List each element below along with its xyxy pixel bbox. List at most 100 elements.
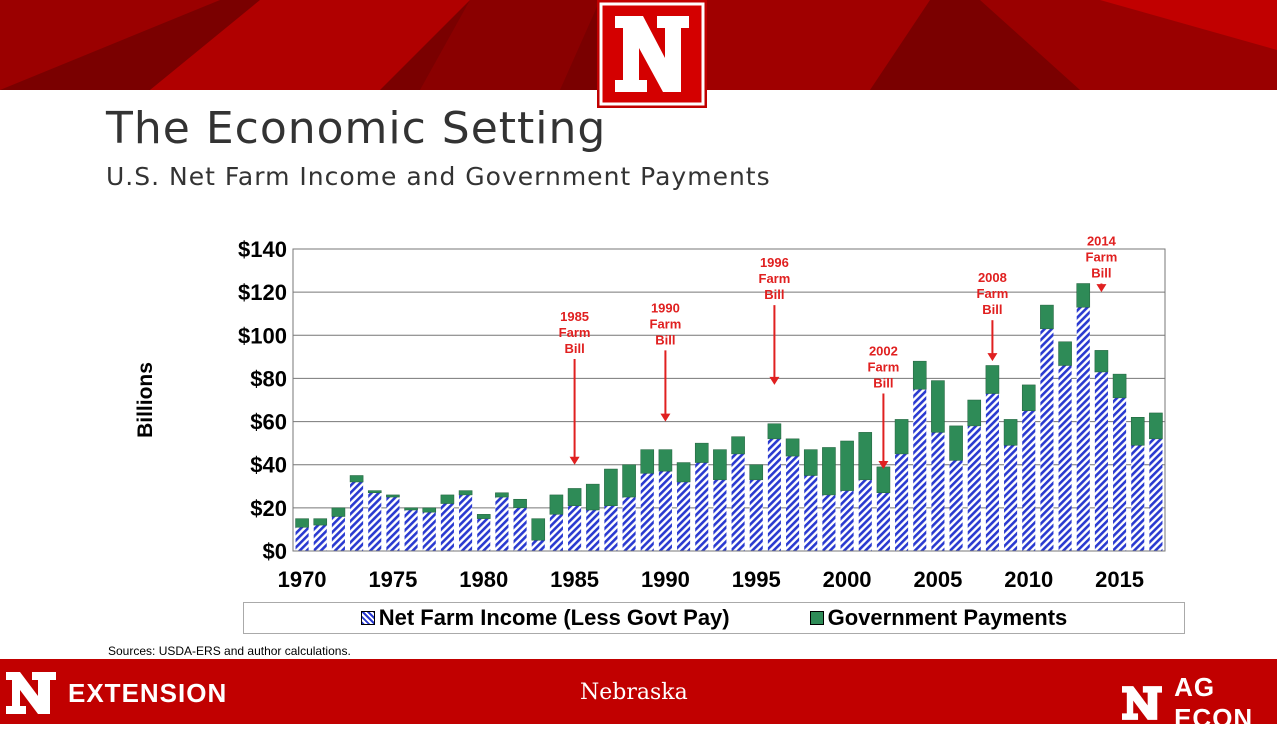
bar-govt-payments-2016 [1130,417,1145,446]
farm-income-chart: $0 $20 $40 $60 $80 $100 $120 $140 Billions 1970 19… [134,234,1166,592]
bar-govt-payments-2017 [1149,412,1163,440]
y-tick-label: $40 [250,453,287,478]
y-tick-label: $20 [250,496,287,521]
bar-net-income-1988 [622,497,636,551]
bar-govt-payments-1981 [495,492,509,498]
bar-govt-payments-1989 [640,449,655,474]
bar-net-income-2007 [967,425,981,551]
bar-net-income-2000 [840,490,854,551]
annotation-arrow-head [987,353,998,362]
ag-econ-n-icon [1122,686,1163,720]
bar-net-income-1992 [695,462,709,551]
annotation-text: Bill [655,332,675,347]
bar-net-income-1978 [440,503,454,551]
annotation-text: 2008 [978,270,1007,285]
bar-govt-payments-1995 [749,464,764,481]
annotation-arrow-head [569,456,580,465]
bar-net-income-2009 [1004,445,1018,551]
bar-net-income-2004 [913,389,927,551]
bar-net-income-1999 [822,494,836,551]
x-tick-label: 1990 [641,567,690,592]
bar-net-income-1973 [350,481,364,551]
footer-ag-econ: AG ECON [1122,672,1277,734]
bar-net-income-2017 [1149,438,1163,551]
bar-net-income-1986 [586,510,600,551]
footer-nebraska-wordmark: Nebraska [580,680,688,705]
x-tick-label: 2015 [1095,567,1144,592]
y-axis-label: Billions [134,362,157,438]
annotation-text: 2002 [869,344,898,359]
bar-govt-payments-1999 [822,447,836,496]
legend-label-net-income: Net Farm Income (Less Govt Pay) [378,605,730,630]
bar-govt-payments-1972 [331,507,346,517]
bar-govt-payments-2007 [967,399,982,427]
annotation-arrow-head [660,413,671,422]
bar-govt-payments-1977 [422,507,437,513]
bar-net-income-1971 [313,525,327,551]
bar-net-income-1970 [295,527,309,551]
bar-govt-payments-1988 [622,464,636,498]
bar-net-income-2012 [1058,365,1072,551]
bar-govt-payments-2002 [876,466,891,494]
bar-govt-payments-1980 [476,514,491,519]
bar-govt-payments-2014 [1094,350,1109,373]
y-tick-label: $140 [238,237,287,262]
bar-net-income-1981 [495,497,509,551]
bar-govt-payments-2000 [840,440,854,491]
bar-govt-payments-2006 [949,425,963,461]
bar-govt-payments-1998 [803,449,818,476]
bar-net-income-1997 [786,456,800,551]
legend-label-govt-payments: Government Payments [827,605,1068,630]
x-tick-label: 2010 [1004,567,1053,592]
bar-govt-payments-1970 [295,518,309,528]
bar-net-income-1993 [713,479,727,551]
bar-govt-payments-1993 [713,449,727,481]
bar-govt-payments-1997 [785,438,800,457]
annotation-text: Farm [759,271,791,286]
bar-net-income-1995 [749,479,763,551]
bar-govt-payments-2004 [912,360,927,390]
bar-govt-payments-2010 [1021,384,1036,412]
bar-govt-payments-1987 [604,468,618,506]
annotation-text: Farm [650,316,682,331]
bar-net-income-2014 [1094,371,1108,551]
x-tick-label: 1980 [459,567,508,592]
annotations: 1985FarmBill1990FarmBill1996FarmBill2002… [559,234,1117,470]
bar-net-income-2003 [895,453,909,551]
bar-net-income-1977 [422,512,436,551]
bar-net-income-1991 [677,481,691,551]
annotation-text: Bill [564,341,584,356]
bar-govt-payments-2001 [858,432,873,481]
bar-net-income-2008 [985,393,999,551]
x-tick-label: 1995 [732,567,781,592]
bar-govt-payments-1991 [676,462,691,483]
bar-govt-payments-1974 [367,490,382,494]
bar-govt-payments-1986 [585,483,600,511]
bar-govt-payments-1996 [767,423,782,440]
bar-net-income-1979 [459,494,473,551]
bar-net-income-2005 [931,432,945,551]
bar-net-income-2001 [858,479,872,551]
x-tick-label: 1975 [368,567,417,592]
legend-swatch-net-income [360,611,375,625]
legend-item-govt-payments: Government Payments [809,605,1068,631]
annotation-arrow-head [769,376,780,385]
x-tick-label: 2000 [823,567,872,592]
legend-swatch-govt-payments [809,611,824,625]
bar-govt-payments-2013 [1076,283,1091,308]
bar-net-income-2002 [876,492,890,551]
bar-net-income-1989 [640,473,654,551]
bar-net-income-2006 [949,460,963,551]
footer-extension: EXTENSION [6,672,227,714]
bar-net-income-1998 [804,475,818,551]
bar-net-income-1984 [549,514,563,551]
bar-net-income-1996 [767,438,781,551]
annotation-text: Farm [977,286,1009,301]
footer-bar [0,659,1277,724]
bar-net-income-2015 [1113,397,1127,551]
bar-govt-payments-1975 [386,494,400,498]
bar-govt-payments-1985 [567,488,582,506]
x-tick-label: 1970 [278,567,327,592]
annotation-text: 1985 [560,309,589,324]
bar-net-income-1983 [531,540,545,551]
